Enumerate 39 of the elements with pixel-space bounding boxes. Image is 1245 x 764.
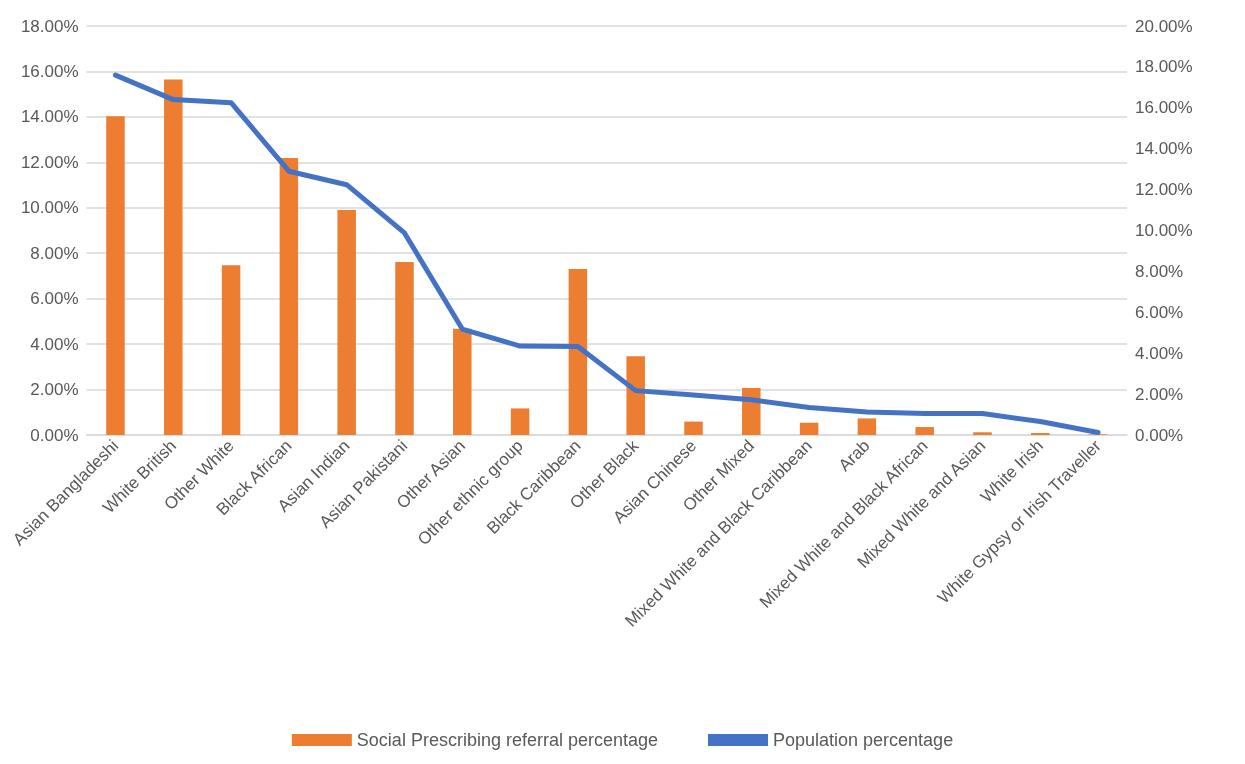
y-tick-label: 2.00% <box>30 380 79 400</box>
bar <box>221 265 241 435</box>
bar <box>626 356 645 435</box>
y-tick-label: 8.00% <box>30 243 79 263</box>
y-tick-label: 14.00% <box>20 107 79 127</box>
y-tick-label: 16.00% <box>20 61 79 81</box>
y2-tick-label: 0.00% <box>1135 425 1184 445</box>
bar <box>106 116 125 435</box>
bar <box>453 328 472 435</box>
y2-tick-label: 18.00% <box>1135 57 1193 77</box>
y2-tick-label: 6.00% <box>1135 302 1184 322</box>
bar <box>915 427 934 435</box>
y-tick-label: 12.00% <box>20 152 79 172</box>
y-tick-label: 10.00% <box>20 198 79 218</box>
y2-tick-label: 10.00% <box>1135 221 1193 240</box>
bar <box>164 79 183 435</box>
y-tick-label: 4.00% <box>30 334 79 354</box>
y2-tick-label: 14.00% <box>1135 139 1193 159</box>
y2-tick-label: 8.00% <box>1135 261 1184 281</box>
bar <box>1031 432 1050 435</box>
bar <box>510 408 530 435</box>
y2-tick-label: 20.00% <box>1135 16 1193 36</box>
y2-tick-label: 12.00% <box>1135 180 1193 200</box>
bar <box>395 262 414 435</box>
y-tick-label: 6.00% <box>30 289 79 309</box>
bar <box>799 422 819 435</box>
legend-label: Population percentage <box>773 730 954 750</box>
y2-tick-label: 2.00% <box>1135 384 1184 404</box>
bar <box>279 158 299 435</box>
y-tick-label: 18.00% <box>20 16 79 36</box>
bar <box>684 421 703 435</box>
y2-tick-label: 16.00% <box>1135 98 1193 118</box>
y2-tick-label: 4.00% <box>1135 343 1184 363</box>
y-tick-label: 0.00% <box>30 425 79 445</box>
legend-label: Social Prescribing referral percentage <box>356 730 659 750</box>
bar <box>337 210 356 435</box>
bar <box>857 418 877 435</box>
bar <box>568 268 588 435</box>
bar <box>973 432 992 435</box>
